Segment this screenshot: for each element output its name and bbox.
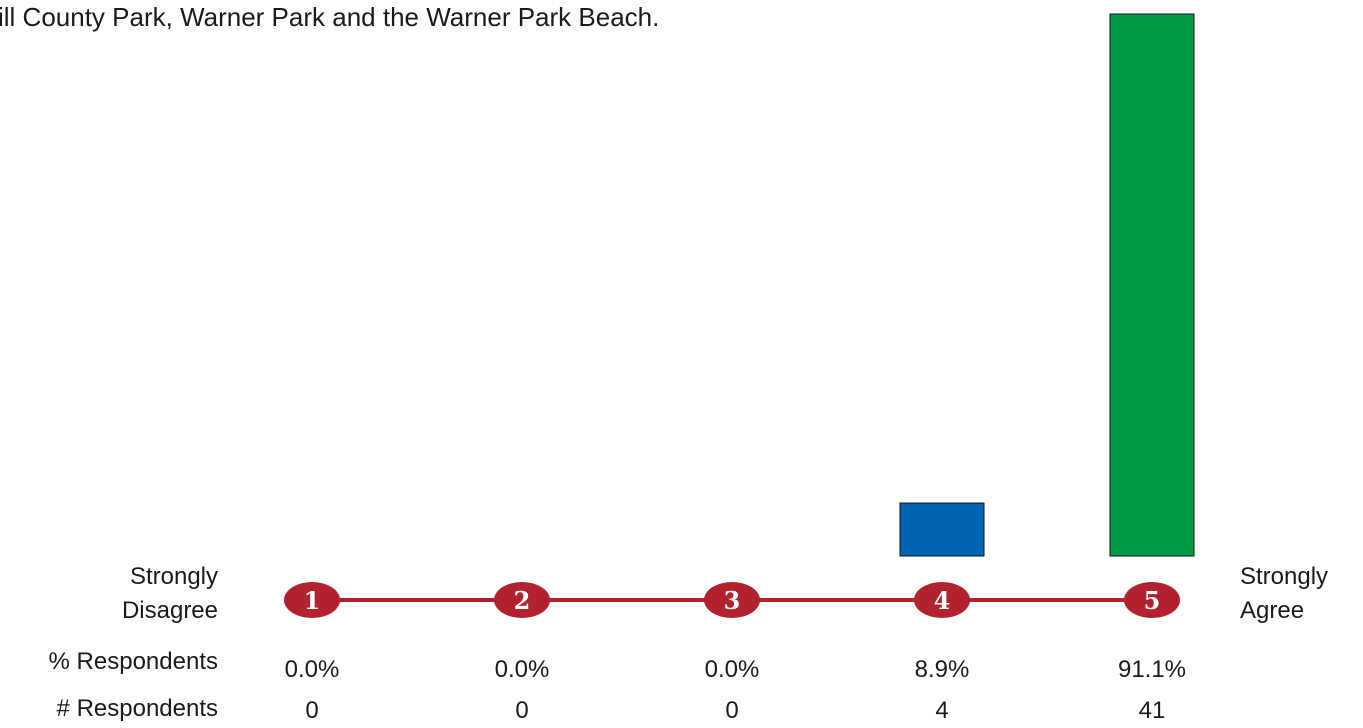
count-label-4: 4 [935,697,948,724]
percent-label-4: 8.9% [915,656,970,683]
scale-dot-2 [494,582,550,618]
bar-5 [1109,13,1195,557]
scale-dot-label-5: 5 [1144,586,1161,615]
left-label-line-1: Strongly [130,563,218,590]
left-label-line-2: Disagree [122,597,218,624]
chart-title: ill County Park, Warner Park and the War… [0,2,659,32]
scale-dot-5 [1124,582,1180,618]
scale-dot-4 [914,582,970,618]
bar-4 [899,502,985,557]
values-group: 0.0% 0 0.0% 0 0.0% 0 8.9% 4 91.1% 41 [285,656,1186,724]
percent-row-label: % Respondents [49,648,218,675]
percent-label-3: 0.0% [705,656,760,683]
scale-dot-label-2: 2 [514,586,531,615]
count-label-3: 0 [725,697,738,724]
right-label-line-2: Agree [1240,597,1304,624]
percent-label-2: 0.0% [495,656,550,683]
count-row-label: # Respondents [57,695,218,722]
scale-dots-group: 1 2 3 4 5 [284,582,1180,618]
bars-group [899,13,1195,557]
scale-dot-1 [284,582,340,618]
scale-dot-3 [704,582,760,618]
scale-dot-label-4: 4 [934,586,951,615]
percent-label-1: 0.0% [285,656,340,683]
right-label-line-1: Strongly [1240,563,1328,590]
percent-label-5: 91.1% [1118,656,1186,683]
scale-dot-label-3: 3 [724,586,741,615]
scale-dot-label-1: 1 [304,586,321,615]
count-label-5: 41 [1139,697,1166,724]
count-label-2: 0 [515,697,528,724]
count-label-1: 0 [305,697,318,724]
